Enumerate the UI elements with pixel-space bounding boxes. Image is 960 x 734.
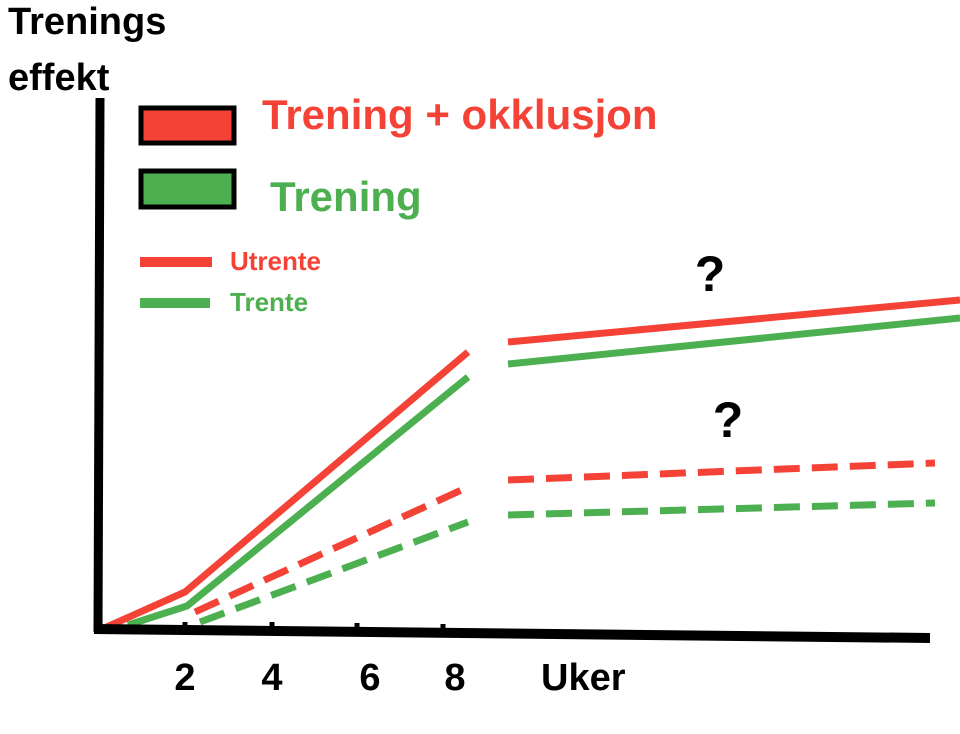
annotation: ? [695,246,726,302]
legend-label: Trening [270,173,422,220]
curve [507,459,936,484]
x-tick-label: 4 [261,657,282,699]
tick-marks [182,622,446,633]
legend-swatch [138,105,237,146]
curve [193,483,470,616]
legend-label: Trente [230,287,308,317]
x-tick-label: 6 [359,657,380,699]
x-axis-label: Uker [541,657,626,699]
y-axis-label: Trenings [8,1,166,43]
curves [98,296,960,634]
x-tick-label: 2 [174,657,195,699]
y-axis-label: effekt [8,57,110,99]
x-tick-label: 8 [444,657,465,699]
curve [98,349,471,634]
legend-swatch [138,168,237,210]
legend-label: Trening + okklusjon [262,91,658,138]
curve [507,499,936,519]
legend-label: Utrente [230,246,321,276]
annotation: ? [713,392,744,448]
curve [507,314,960,368]
curve [126,374,471,629]
curve [507,296,960,346]
x-axis [93,624,931,643]
curve [198,518,470,626]
y-axis [93,97,105,633]
